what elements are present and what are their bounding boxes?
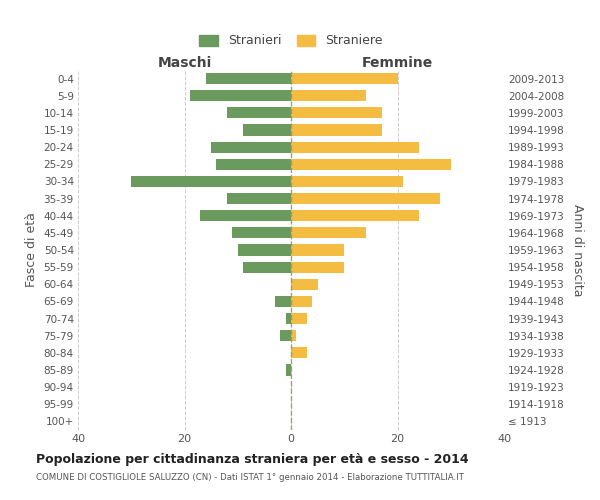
Text: Popolazione per cittadinanza straniera per età e sesso - 2014: Popolazione per cittadinanza straniera p… [36, 452, 469, 466]
Bar [291, 108, 382, 118]
Bar [291, 73, 398, 84]
Text: COMUNE DI COSTIGLIOLE SALUZZO (CN) - Dati ISTAT 1° gennaio 2014 - Elaborazione T: COMUNE DI COSTIGLIOLE SALUZZO (CN) - Dat… [36, 472, 464, 482]
Bar [190, 90, 291, 102]
Bar [211, 142, 291, 152]
Bar [217, 158, 291, 170]
Text: Femmine: Femmine [362, 56, 433, 70]
Bar [280, 330, 291, 342]
Bar [200, 210, 291, 222]
Bar [286, 313, 291, 324]
Y-axis label: Fasce di età: Fasce di età [25, 212, 38, 288]
Bar [291, 193, 440, 204]
Bar [243, 124, 291, 136]
Text: Maschi: Maschi [157, 56, 212, 70]
Bar [291, 124, 382, 136]
Bar [243, 262, 291, 272]
Bar [291, 176, 403, 187]
Bar [291, 296, 313, 307]
Bar [286, 364, 291, 376]
Bar [131, 176, 291, 187]
Bar [232, 228, 291, 238]
Bar [206, 73, 291, 84]
Bar [291, 158, 451, 170]
Bar [227, 108, 291, 118]
Bar [291, 90, 365, 102]
Bar [291, 313, 307, 324]
Bar [291, 348, 307, 358]
Bar [291, 244, 344, 256]
Bar [291, 330, 296, 342]
Bar [275, 296, 291, 307]
Bar [227, 193, 291, 204]
Bar [291, 228, 365, 238]
Bar [291, 262, 344, 272]
Legend: Stranieri, Straniere: Stranieri, Straniere [194, 30, 388, 52]
Bar [291, 210, 419, 222]
Bar [291, 278, 317, 290]
Bar [238, 244, 291, 256]
Y-axis label: Anni di nascita: Anni di nascita [571, 204, 584, 296]
Bar [291, 142, 419, 152]
